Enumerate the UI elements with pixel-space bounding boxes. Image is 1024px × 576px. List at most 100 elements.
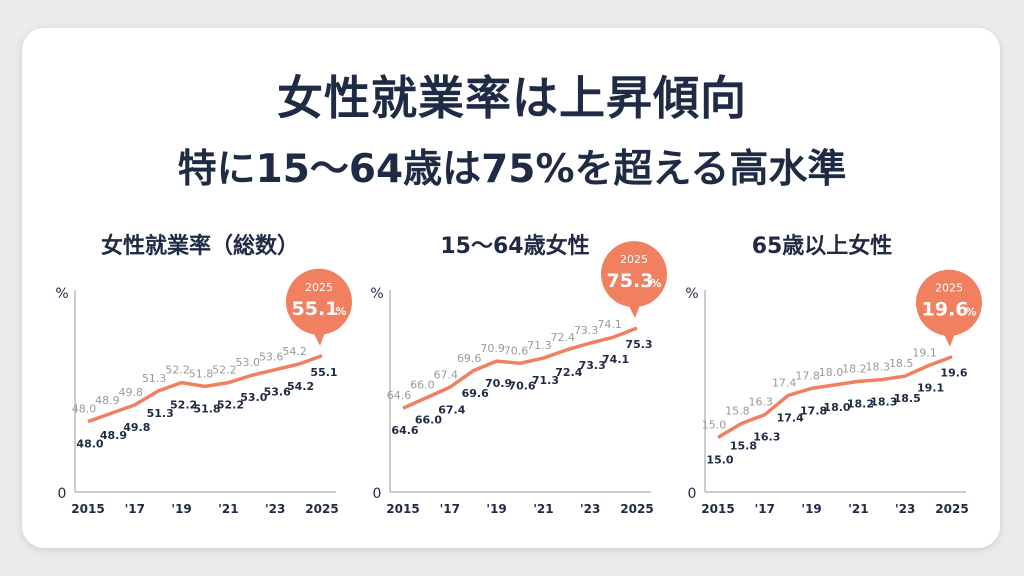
data-label: 15.0 (706, 454, 733, 467)
x-tick-label: 2015 (71, 502, 104, 516)
data-label: 55.1 (310, 366, 337, 379)
chart-title-total: 女性就業率（総数） (100, 234, 299, 259)
data-label: 67.4 (438, 403, 465, 416)
callout-unit: % (965, 306, 976, 319)
callout-year: 2025 (620, 253, 648, 266)
y-zero-label: 0 (688, 486, 697, 502)
data-label: 18.2 (847, 397, 874, 410)
data-label-upper: 70.9 (480, 342, 505, 355)
data-label-upper: 18.0 (819, 366, 844, 379)
title-line2: 特に15〜64歳は75%を超える高水準 (177, 147, 847, 192)
data-label: 48.0 (76, 438, 103, 451)
data-label-upper: 70.6 (504, 344, 529, 357)
data-label: 52.2 (170, 399, 197, 412)
callout-unit: % (335, 305, 346, 318)
data-label: 64.6 (391, 424, 418, 437)
data-label-upper: 53.0 (236, 356, 260, 369)
data-label-upper: 48.0 (72, 403, 97, 416)
data-label-upper: 16.3 (749, 396, 774, 409)
data-label-upper: 69.6 (457, 352, 482, 365)
data-label: 17.8 (800, 404, 827, 417)
callout-year: 2025 (935, 282, 963, 295)
x-tick-label: '17 (440, 502, 460, 516)
data-label: 69.6 (462, 387, 489, 400)
data-label: 19.6 (940, 367, 967, 380)
data-label-upper: 71.3 (527, 339, 552, 352)
data-label: 73.3 (579, 359, 606, 372)
data-label: 53.0 (240, 391, 267, 404)
data-label: 18.5 (894, 392, 921, 405)
data-label-upper: 74.1 (597, 318, 622, 331)
data-label: 51.3 (147, 407, 174, 420)
y-axis-unit: % (55, 286, 68, 302)
data-label: 52.2 (217, 399, 244, 412)
data-label-upper: 66.0 (410, 379, 435, 392)
x-tick-label: '21 (533, 502, 553, 516)
x-tick-label: '19 (171, 502, 191, 516)
data-label-upper: 15.0 (702, 419, 727, 432)
data-label-upper: 15.8 (725, 404, 750, 417)
data-label-upper: 17.8 (795, 369, 820, 382)
data-label-upper: 48.9 (95, 394, 120, 407)
data-label: 15.8 (730, 439, 757, 452)
data-label-upper: 49.8 (119, 386, 144, 399)
data-label: 71.3 (532, 374, 559, 387)
title-line1: 女性就業率は上昇傾向 (277, 71, 747, 125)
data-label: 17.4 (777, 411, 804, 424)
data-label: 16.3 (753, 431, 780, 444)
data-label: 75.3 (625, 338, 652, 351)
y-axis-unit: % (685, 286, 698, 302)
x-tick-label: '21 (218, 502, 238, 516)
callout-pointer (313, 329, 326, 346)
callout-value: 19.6 (922, 299, 969, 321)
data-label: 18.3 (870, 396, 897, 409)
data-label-upper: 72.4 (551, 331, 576, 344)
data-label-upper: 64.6 (387, 389, 412, 402)
data-label: 72.4 (555, 366, 582, 379)
x-tick-label: 2025 (935, 502, 968, 516)
data-label-upper: 51.8 (189, 367, 214, 380)
callout-value: 55.1 (292, 298, 339, 320)
x-tick-label: '23 (895, 502, 915, 516)
data-label: 70.6 (508, 379, 535, 392)
data-label: 74.1 (602, 353, 629, 366)
data-label-upper: 18.2 (842, 362, 867, 375)
x-tick-label: '23 (265, 502, 285, 516)
callout-bubble (601, 241, 667, 308)
data-label-upper: 19.1 (912, 347, 937, 360)
data-label-upper: 73.3 (574, 324, 599, 337)
data-label-upper: 18.5 (889, 357, 914, 370)
callout-value: 75.3 (607, 270, 654, 292)
x-tick-label: 2025 (305, 502, 338, 516)
y-axis-unit: % (370, 286, 383, 302)
callout-unit: % (650, 277, 661, 290)
x-tick-label: '17 (755, 502, 775, 516)
callout-pointer (943, 330, 956, 347)
data-label-upper: 18.3 (866, 361, 891, 374)
data-label: 53.6 (264, 386, 291, 399)
callout-bubble (916, 269, 982, 336)
data-label-upper: 67.4 (434, 368, 459, 381)
callout-year: 2025 (305, 281, 333, 294)
data-label: 70.9 (485, 377, 512, 390)
data-label: 49.8 (123, 421, 150, 434)
y-zero-label: 0 (58, 486, 67, 502)
data-label: 48.9 (100, 429, 127, 442)
infographic-card (22, 28, 1000, 548)
data-label: 66.0 (415, 414, 442, 427)
data-label: 54.2 (287, 380, 314, 393)
data-label: 51.8 (193, 402, 220, 415)
x-tick-label: '19 (486, 502, 506, 516)
data-label: 19.1 (917, 382, 944, 395)
x-tick-label: 2025 (620, 502, 653, 516)
data-label-upper: 17.4 (772, 376, 797, 389)
data-label-upper: 52.2 (212, 364, 237, 377)
x-tick-label: '17 (125, 502, 145, 516)
data-label-upper: 51.3 (142, 372, 167, 385)
chart-title-65plus: 65歳以上女性 (751, 234, 893, 259)
data-label-upper: 53.6 (259, 351, 284, 364)
x-tick-label: '19 (801, 502, 821, 516)
x-tick-label: '23 (580, 502, 600, 516)
